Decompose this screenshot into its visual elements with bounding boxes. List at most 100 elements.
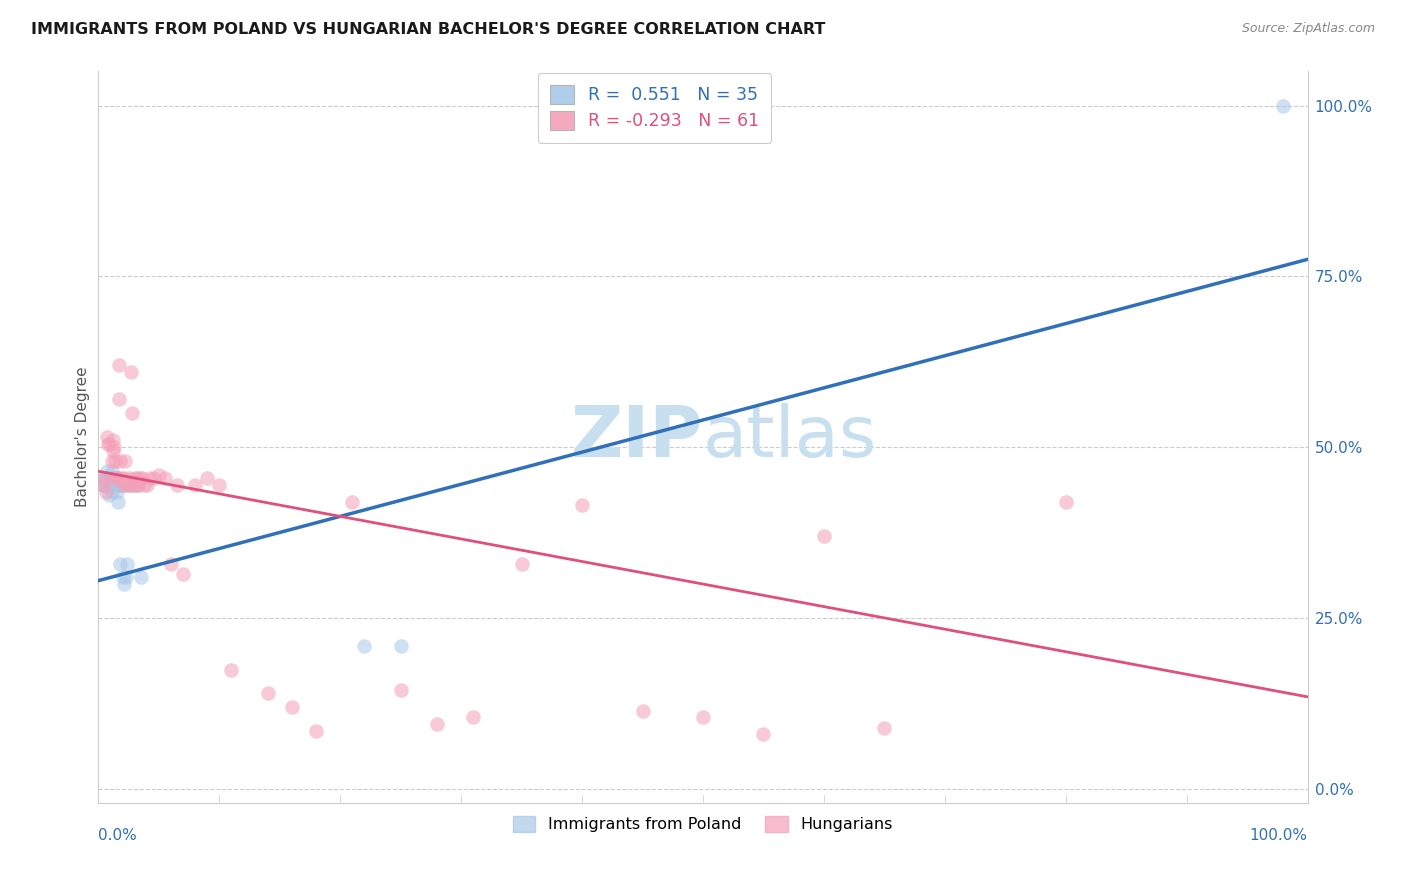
Point	[172, 566, 194, 581]
Point	[121, 406, 143, 420]
Point	[103, 471, 125, 485]
Point	[108, 557, 131, 571]
Point	[184, 478, 207, 492]
Point	[124, 478, 146, 492]
Point	[463, 710, 485, 724]
Point	[108, 392, 131, 407]
Point	[1272, 98, 1295, 112]
Point	[105, 471, 128, 485]
Point	[98, 488, 121, 502]
Point	[112, 471, 135, 485]
Text: 100.0%: 100.0%	[1250, 829, 1308, 844]
Point	[117, 557, 139, 571]
Point	[752, 727, 775, 741]
Point	[105, 484, 128, 499]
Point	[135, 478, 157, 492]
Text: ZIP: ZIP	[571, 402, 703, 472]
Point	[342, 495, 364, 509]
Point	[305, 724, 328, 739]
Text: IMMIGRANTS FROM POLAND VS HUNGARIAN BACHELOR'S DEGREE CORRELATION CHART: IMMIGRANTS FROM POLAND VS HUNGARIAN BACH…	[31, 22, 825, 37]
Point	[93, 478, 115, 492]
Point	[118, 471, 141, 485]
Point	[127, 478, 149, 492]
Y-axis label: Bachelor's Degree: Bachelor's Degree	[75, 367, 90, 508]
Point	[813, 529, 835, 543]
Point	[873, 721, 896, 735]
Point	[105, 471, 128, 485]
Point	[221, 663, 243, 677]
Point	[100, 471, 122, 485]
Point	[120, 365, 142, 379]
Point	[127, 471, 149, 485]
Point	[96, 464, 118, 478]
Point	[127, 478, 149, 492]
Point	[389, 683, 412, 698]
Point	[104, 454, 127, 468]
Point	[115, 475, 138, 489]
Point	[114, 478, 136, 492]
Point	[100, 464, 122, 478]
Point	[426, 717, 449, 731]
Point	[107, 471, 129, 485]
Legend: Immigrants from Poland, Hungarians: Immigrants from Poland, Hungarians	[506, 810, 900, 838]
Point	[389, 639, 412, 653]
Point	[143, 471, 166, 485]
Point	[125, 478, 148, 492]
Point	[101, 443, 124, 458]
Point	[91, 478, 114, 492]
Point	[98, 437, 121, 451]
Point	[111, 478, 134, 492]
Point	[101, 478, 124, 492]
Point	[91, 478, 114, 492]
Point	[134, 478, 156, 492]
Point	[124, 471, 146, 485]
Point	[101, 434, 124, 448]
Point	[117, 478, 139, 492]
Point	[571, 499, 593, 513]
Point	[93, 471, 115, 485]
Point	[107, 495, 129, 509]
Point	[115, 570, 138, 584]
Point	[353, 639, 375, 653]
Point	[100, 471, 122, 485]
Point	[118, 478, 141, 492]
Point	[110, 478, 132, 492]
Point	[112, 577, 135, 591]
Point	[129, 570, 152, 584]
Point	[208, 478, 231, 492]
Point	[1054, 495, 1077, 509]
Point	[94, 471, 117, 485]
Point	[110, 471, 132, 485]
Point	[256, 686, 278, 700]
Text: atlas: atlas	[703, 402, 877, 472]
Point	[94, 484, 117, 499]
Point	[100, 484, 122, 499]
Point	[692, 710, 714, 724]
Point	[166, 478, 188, 492]
Point	[104, 471, 127, 485]
Point	[148, 467, 170, 482]
Point	[160, 557, 183, 571]
Point	[131, 471, 153, 485]
Point	[101, 471, 124, 485]
Point	[97, 437, 120, 451]
Point	[96, 471, 118, 485]
Point	[96, 430, 118, 444]
Point	[107, 478, 129, 492]
Point	[111, 570, 134, 584]
Point	[114, 454, 136, 468]
Point	[103, 440, 125, 454]
Point	[631, 704, 654, 718]
Point	[100, 454, 122, 468]
Point	[108, 454, 131, 468]
Point	[153, 471, 176, 485]
Point	[108, 359, 131, 373]
Point	[118, 478, 141, 492]
Point	[139, 471, 162, 485]
Text: 0.0%: 0.0%	[98, 829, 138, 844]
Point	[93, 471, 115, 485]
Point	[281, 700, 304, 714]
Text: Source: ZipAtlas.com: Source: ZipAtlas.com	[1241, 22, 1375, 36]
Point	[510, 557, 533, 571]
Point	[97, 478, 120, 492]
